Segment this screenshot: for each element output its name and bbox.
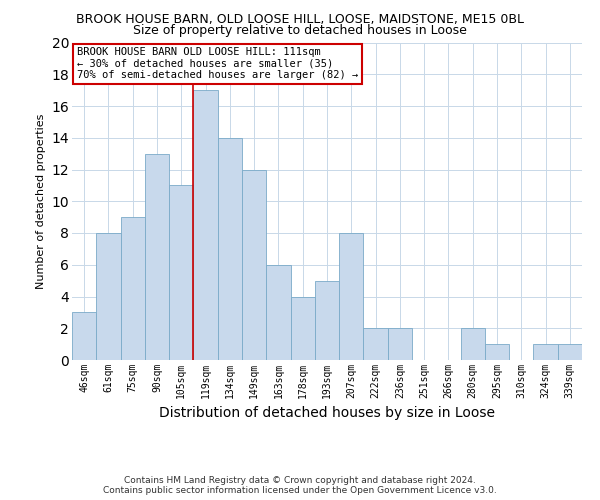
Bar [218,138,242,360]
Bar [242,170,266,360]
Bar [315,280,339,360]
Text: Size of property relative to detached houses in Loose: Size of property relative to detached ho… [133,24,467,37]
Bar [169,186,193,360]
Bar [121,217,145,360]
Text: Contains HM Land Registry data © Crown copyright and database right 2024.
Contai: Contains HM Land Registry data © Crown c… [103,476,497,495]
X-axis label: Distribution of detached houses by size in Loose: Distribution of detached houses by size … [159,406,495,420]
Bar [266,265,290,360]
Bar [485,344,509,360]
Bar [339,233,364,360]
Bar [96,233,121,360]
Bar [145,154,169,360]
Bar [533,344,558,360]
Bar [72,312,96,360]
Text: BROOK HOUSE BARN, OLD LOOSE HILL, LOOSE, MAIDSTONE, ME15 0BL: BROOK HOUSE BARN, OLD LOOSE HILL, LOOSE,… [76,12,524,26]
Bar [461,328,485,360]
Bar [290,296,315,360]
Bar [558,344,582,360]
Text: BROOK HOUSE BARN OLD LOOSE HILL: 111sqm
← 30% of detached houses are smaller (35: BROOK HOUSE BARN OLD LOOSE HILL: 111sqm … [77,48,358,80]
Y-axis label: Number of detached properties: Number of detached properties [36,114,46,289]
Bar [388,328,412,360]
Bar [193,90,218,360]
Bar [364,328,388,360]
